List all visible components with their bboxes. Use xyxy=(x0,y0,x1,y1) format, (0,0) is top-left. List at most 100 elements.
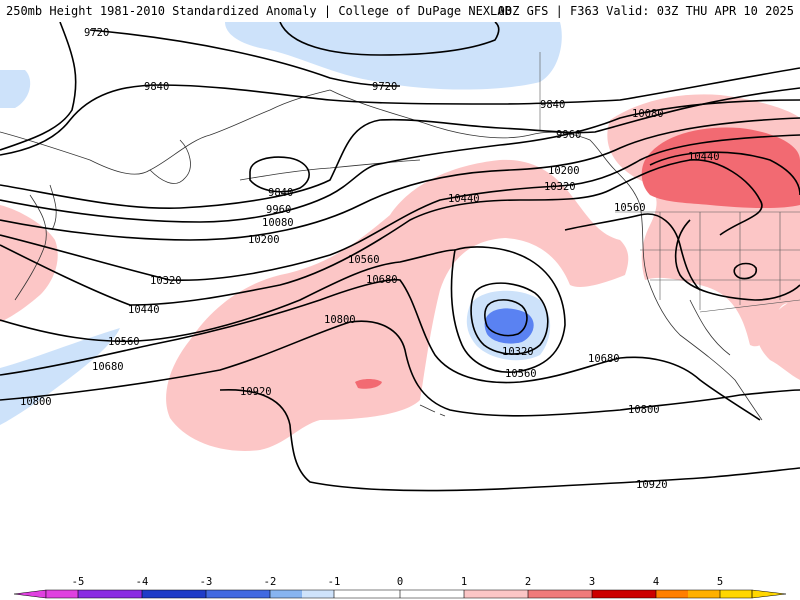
colorbar-left-arrow xyxy=(13,589,47,599)
colorbar-bin xyxy=(656,590,688,598)
contour-label: 10320 xyxy=(502,346,534,358)
neg-anomaly-arctic xyxy=(225,22,562,90)
contour-label: 10560 xyxy=(348,254,380,266)
contour-10920 xyxy=(219,389,800,492)
contour-10440 xyxy=(0,159,763,306)
contour-label: 10920 xyxy=(240,386,272,398)
contour-label: 9960 xyxy=(556,129,581,141)
contour-label: 9720 xyxy=(84,27,109,39)
contour-layer xyxy=(0,22,800,492)
contour-label: 10560 xyxy=(614,202,646,214)
contour-10560 xyxy=(0,249,456,343)
contour-southwest-us-low xyxy=(733,262,758,280)
negative-anomaly-layer xyxy=(0,22,562,425)
colorbar-bin xyxy=(302,590,334,598)
coastline-layer xyxy=(0,89,763,421)
contour-label: 10200 xyxy=(248,234,280,246)
colorbar-bin xyxy=(720,590,752,598)
positive-anomaly-layer xyxy=(0,94,800,451)
contour-9960 xyxy=(0,87,800,209)
colorbar-right-arrow xyxy=(751,589,787,599)
contour-label: 10560 xyxy=(505,368,537,380)
colorbar-tick-label: 4 xyxy=(652,576,660,588)
neg-anomaly-westpac xyxy=(0,328,120,425)
contour-10560-east xyxy=(564,213,701,291)
colorbar-bin xyxy=(46,590,78,598)
contour-10800-ring xyxy=(484,299,528,337)
weather-map: 9720 9720 9840 9840 9840 9960 9960 10080… xyxy=(0,22,800,568)
contour-label: 10800 xyxy=(20,396,52,408)
pos-anomaly-japan xyxy=(0,205,58,322)
kamchatka-coast xyxy=(149,139,191,184)
neg-anomaly-alaska xyxy=(0,70,31,108)
colorbar-tick-label: -1 xyxy=(327,576,341,588)
map-header: 250mb Height 1981-2010 Standardized Anom… xyxy=(0,0,800,22)
contour-label: 10320 xyxy=(544,181,576,193)
colorbar-bin xyxy=(464,590,528,598)
colorbar-tick-label: -2 xyxy=(263,576,277,588)
colorbar-bin xyxy=(78,590,142,598)
colorbar-tick-label: -3 xyxy=(199,576,213,588)
contour-label: 10440 xyxy=(448,193,480,205)
contour-10080 xyxy=(0,99,800,223)
contour-label: 10200 xyxy=(548,165,580,177)
colorbar-tick-label: 1 xyxy=(460,576,468,588)
contour-label: 10800 xyxy=(628,404,660,416)
colorbar-tick-label: 0 xyxy=(396,576,404,588)
contour-label: 10080 xyxy=(632,108,664,120)
alaska-coast xyxy=(329,89,641,206)
contour-10680-ring xyxy=(470,282,549,355)
colorbar-tick-label: -5 xyxy=(71,576,85,588)
contour-9840 xyxy=(0,67,800,156)
boundary-layer xyxy=(539,52,800,313)
contour-label: 9840 xyxy=(540,99,565,111)
contour-label: 10800 xyxy=(324,314,356,326)
map-canvas: 9720 9720 9840 9840 9840 9960 9960 10080… xyxy=(0,22,800,492)
neg-anomaly-pacific-low-core xyxy=(484,308,534,344)
contour-10320 xyxy=(0,134,800,282)
contour-10680 xyxy=(0,278,761,421)
pos-anomaly-central-pacific xyxy=(166,159,629,451)
contour-10440-canada xyxy=(649,151,800,196)
colorbar-bin xyxy=(592,590,656,598)
state-lines-a xyxy=(640,212,800,310)
map-title: 250mb Height 1981-2010 Standardized Anom… xyxy=(6,4,512,18)
colorbar-ramp xyxy=(13,589,787,599)
colorbar-bin xyxy=(142,590,206,598)
gulf-of-california xyxy=(689,299,731,356)
contour-label: 9960 xyxy=(266,204,291,216)
colorbar-outline xyxy=(45,589,753,599)
hawaii xyxy=(419,404,446,417)
contour-label: 10440 xyxy=(128,304,160,316)
contour-9840-low xyxy=(249,156,310,193)
contour-label: 9840 xyxy=(268,187,293,199)
colorbar: -5 -4 -3 -2 -1 0 1 2 3 4 5 xyxy=(0,568,800,600)
pos-anomaly-canada-core xyxy=(641,127,800,209)
contour-us-trough xyxy=(674,219,800,301)
contour-label: 10680 xyxy=(366,274,398,286)
contour-10200 xyxy=(0,117,800,241)
colorbar-bin xyxy=(528,590,592,598)
colorbar-tick-label: 3 xyxy=(588,576,596,588)
colorbar-bin xyxy=(270,590,302,598)
contour-10560-ring xyxy=(450,246,566,373)
pos-anomaly-small-spot xyxy=(355,379,382,389)
contour-9720 xyxy=(0,22,401,151)
colorbar-bin xyxy=(206,590,270,598)
japan-coast xyxy=(14,184,57,301)
contour-9720-low xyxy=(279,22,500,56)
contour-label: 10560 xyxy=(108,336,140,348)
us-mexico-border xyxy=(699,299,800,313)
contour-label: 10680 xyxy=(92,361,124,373)
pos-anomaly-ne-corner xyxy=(758,298,800,380)
na-west-coast xyxy=(639,204,763,421)
colorbar-bin xyxy=(334,590,464,598)
contour-label: 9720 xyxy=(372,81,397,93)
contour-label: 10080 xyxy=(262,217,294,229)
contour-label: 9840 xyxy=(144,81,169,93)
contour-label: 10920 xyxy=(636,479,668,491)
colorbar-bin xyxy=(688,590,720,598)
colorbar-tick-label: -4 xyxy=(135,576,149,588)
contour-label: 10320 xyxy=(150,275,182,287)
colorbar-tick-label: 2 xyxy=(524,576,532,588)
